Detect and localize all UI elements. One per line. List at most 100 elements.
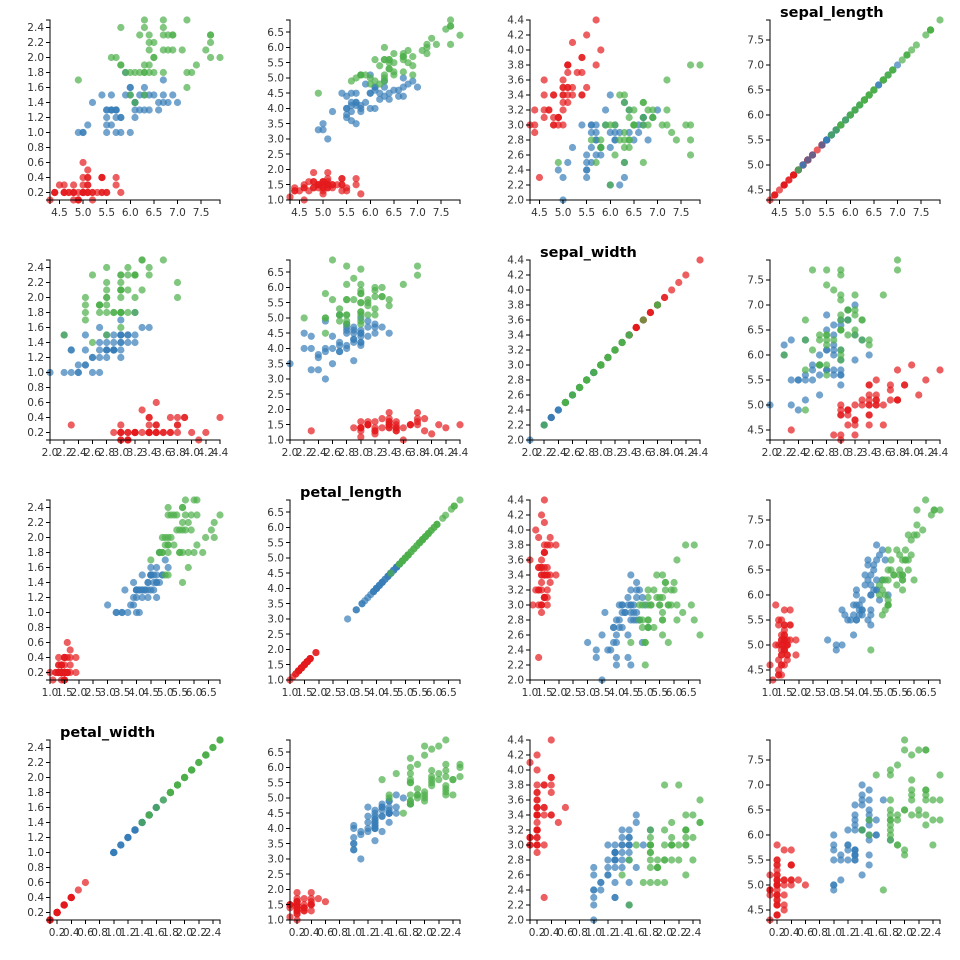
data-point (371, 286, 379, 295)
data-point (879, 421, 887, 429)
data-point (858, 826, 866, 834)
data-point (364, 803, 372, 811)
x-tick: 5.0 (315, 200, 331, 219)
data-point (612, 631, 621, 639)
data-point (650, 586, 658, 594)
data-point (399, 424, 407, 432)
y-tick: 3.2 (507, 825, 530, 837)
data-point (173, 781, 182, 789)
y-tick-label: 1.5 (267, 419, 284, 431)
data-point (352, 120, 360, 128)
y-tick: 4.0 (507, 285, 530, 297)
data-point (147, 556, 155, 564)
data-point (838, 641, 846, 649)
data-point (420, 797, 429, 805)
data-point (844, 406, 852, 414)
data-point (161, 541, 169, 549)
y-tick: 6.5 (267, 507, 290, 519)
data-point (865, 786, 873, 794)
data-point (865, 851, 873, 859)
y-tick: 1.5 (267, 419, 290, 431)
data-point (103, 346, 111, 354)
y-tick: 5.0 (747, 640, 770, 652)
data-point (865, 836, 873, 844)
y-tick: 4.5 (267, 568, 290, 580)
data-point (84, 173, 92, 182)
x-tick: 3.6 (155, 440, 172, 459)
data-point (314, 895, 322, 903)
data-point (435, 769, 443, 778)
x-axis: 1.01.52.02.53.03.54.04.55.05.56.06.5 (42, 679, 221, 699)
data-point (830, 341, 838, 349)
y-tick-label: 2.0 (267, 404, 284, 416)
y-axis: 0.20.40.60.81.01.21.41.61.82.02.22.4 (27, 739, 51, 921)
y-tick-label: 2.4 (27, 742, 44, 754)
data-point (207, 526, 215, 534)
data-point (347, 77, 355, 85)
data-point (886, 811, 895, 819)
y-tick: 0.2 (27, 427, 50, 439)
data-point (633, 608, 641, 617)
y-tick-label: 3.0 (507, 600, 524, 612)
y-tick: 0.8 (27, 622, 50, 634)
data-point (95, 353, 104, 362)
data-point (675, 856, 683, 864)
data-point (145, 38, 153, 47)
data-point (350, 846, 358, 854)
data-point (378, 800, 386, 808)
y-tick-label: 6.0 (267, 522, 284, 534)
data-point (886, 381, 895, 389)
y-tick: 2.0 (267, 884, 290, 896)
x-tick: 0.2 (529, 920, 545, 939)
x-tick: 1.6 (388, 920, 405, 939)
y-tick-label: 2.6 (507, 150, 524, 162)
y-tick: 6.0 (267, 42, 290, 54)
y-tick: 3.0 (507, 840, 530, 852)
y-tick: 1.2 (27, 112, 50, 124)
x-tick: 3.0 (112, 440, 129, 459)
y-tick: 3.0 (267, 134, 290, 146)
x-tick-label: 0.6 (557, 927, 574, 939)
data-point (456, 773, 464, 781)
x-tick-label: 5.5 (818, 207, 835, 219)
x-tick-label: 2.5 (565, 687, 582, 699)
data-point (145, 31, 153, 39)
x-tick: 3.0 (592, 440, 609, 459)
y-tick: 2.0 (507, 915, 530, 927)
data-point (173, 98, 182, 107)
x-tick: 3.0 (99, 680, 116, 699)
data-point (176, 548, 184, 557)
x-tick: 6.0 (426, 680, 442, 699)
data-point (696, 61, 704, 69)
data-point (112, 181, 120, 189)
x-tick: 7.5 (433, 200, 449, 219)
data-point (103, 293, 111, 302)
y-tick: 5.5 (267, 777, 290, 789)
data-point (153, 593, 161, 602)
x-tick: 0.8 (571, 920, 588, 939)
y-tick: 3.0 (507, 360, 530, 372)
data-point (540, 781, 548, 789)
x-tick-label: 3.2 (127, 447, 144, 459)
x-tick-label: 1.8 (882, 927, 899, 939)
y-tick: 3.2 (507, 345, 530, 357)
data-point (537, 586, 546, 594)
data-point (832, 126, 840, 134)
y-tick: 5.5 (747, 855, 770, 867)
data-point (865, 351, 873, 359)
data-point (103, 113, 111, 122)
data-point (592, 16, 600, 24)
data-point (169, 91, 177, 99)
x-tick-label: 1.5 (776, 687, 793, 699)
x-tick: 4.2 (437, 440, 454, 459)
data-point (150, 91, 158, 99)
y-tick-label: 3.6 (507, 555, 524, 567)
y-tick: 5.0 (747, 400, 770, 412)
y-tick: 1.4 (27, 337, 50, 349)
data-point (865, 421, 873, 429)
x-tick-label: 3.0 (112, 447, 129, 459)
data-point (780, 891, 788, 899)
x-tick: 0.4 (543, 920, 560, 939)
y-tick-label: 3.6 (507, 75, 524, 87)
data-point (147, 563, 155, 572)
